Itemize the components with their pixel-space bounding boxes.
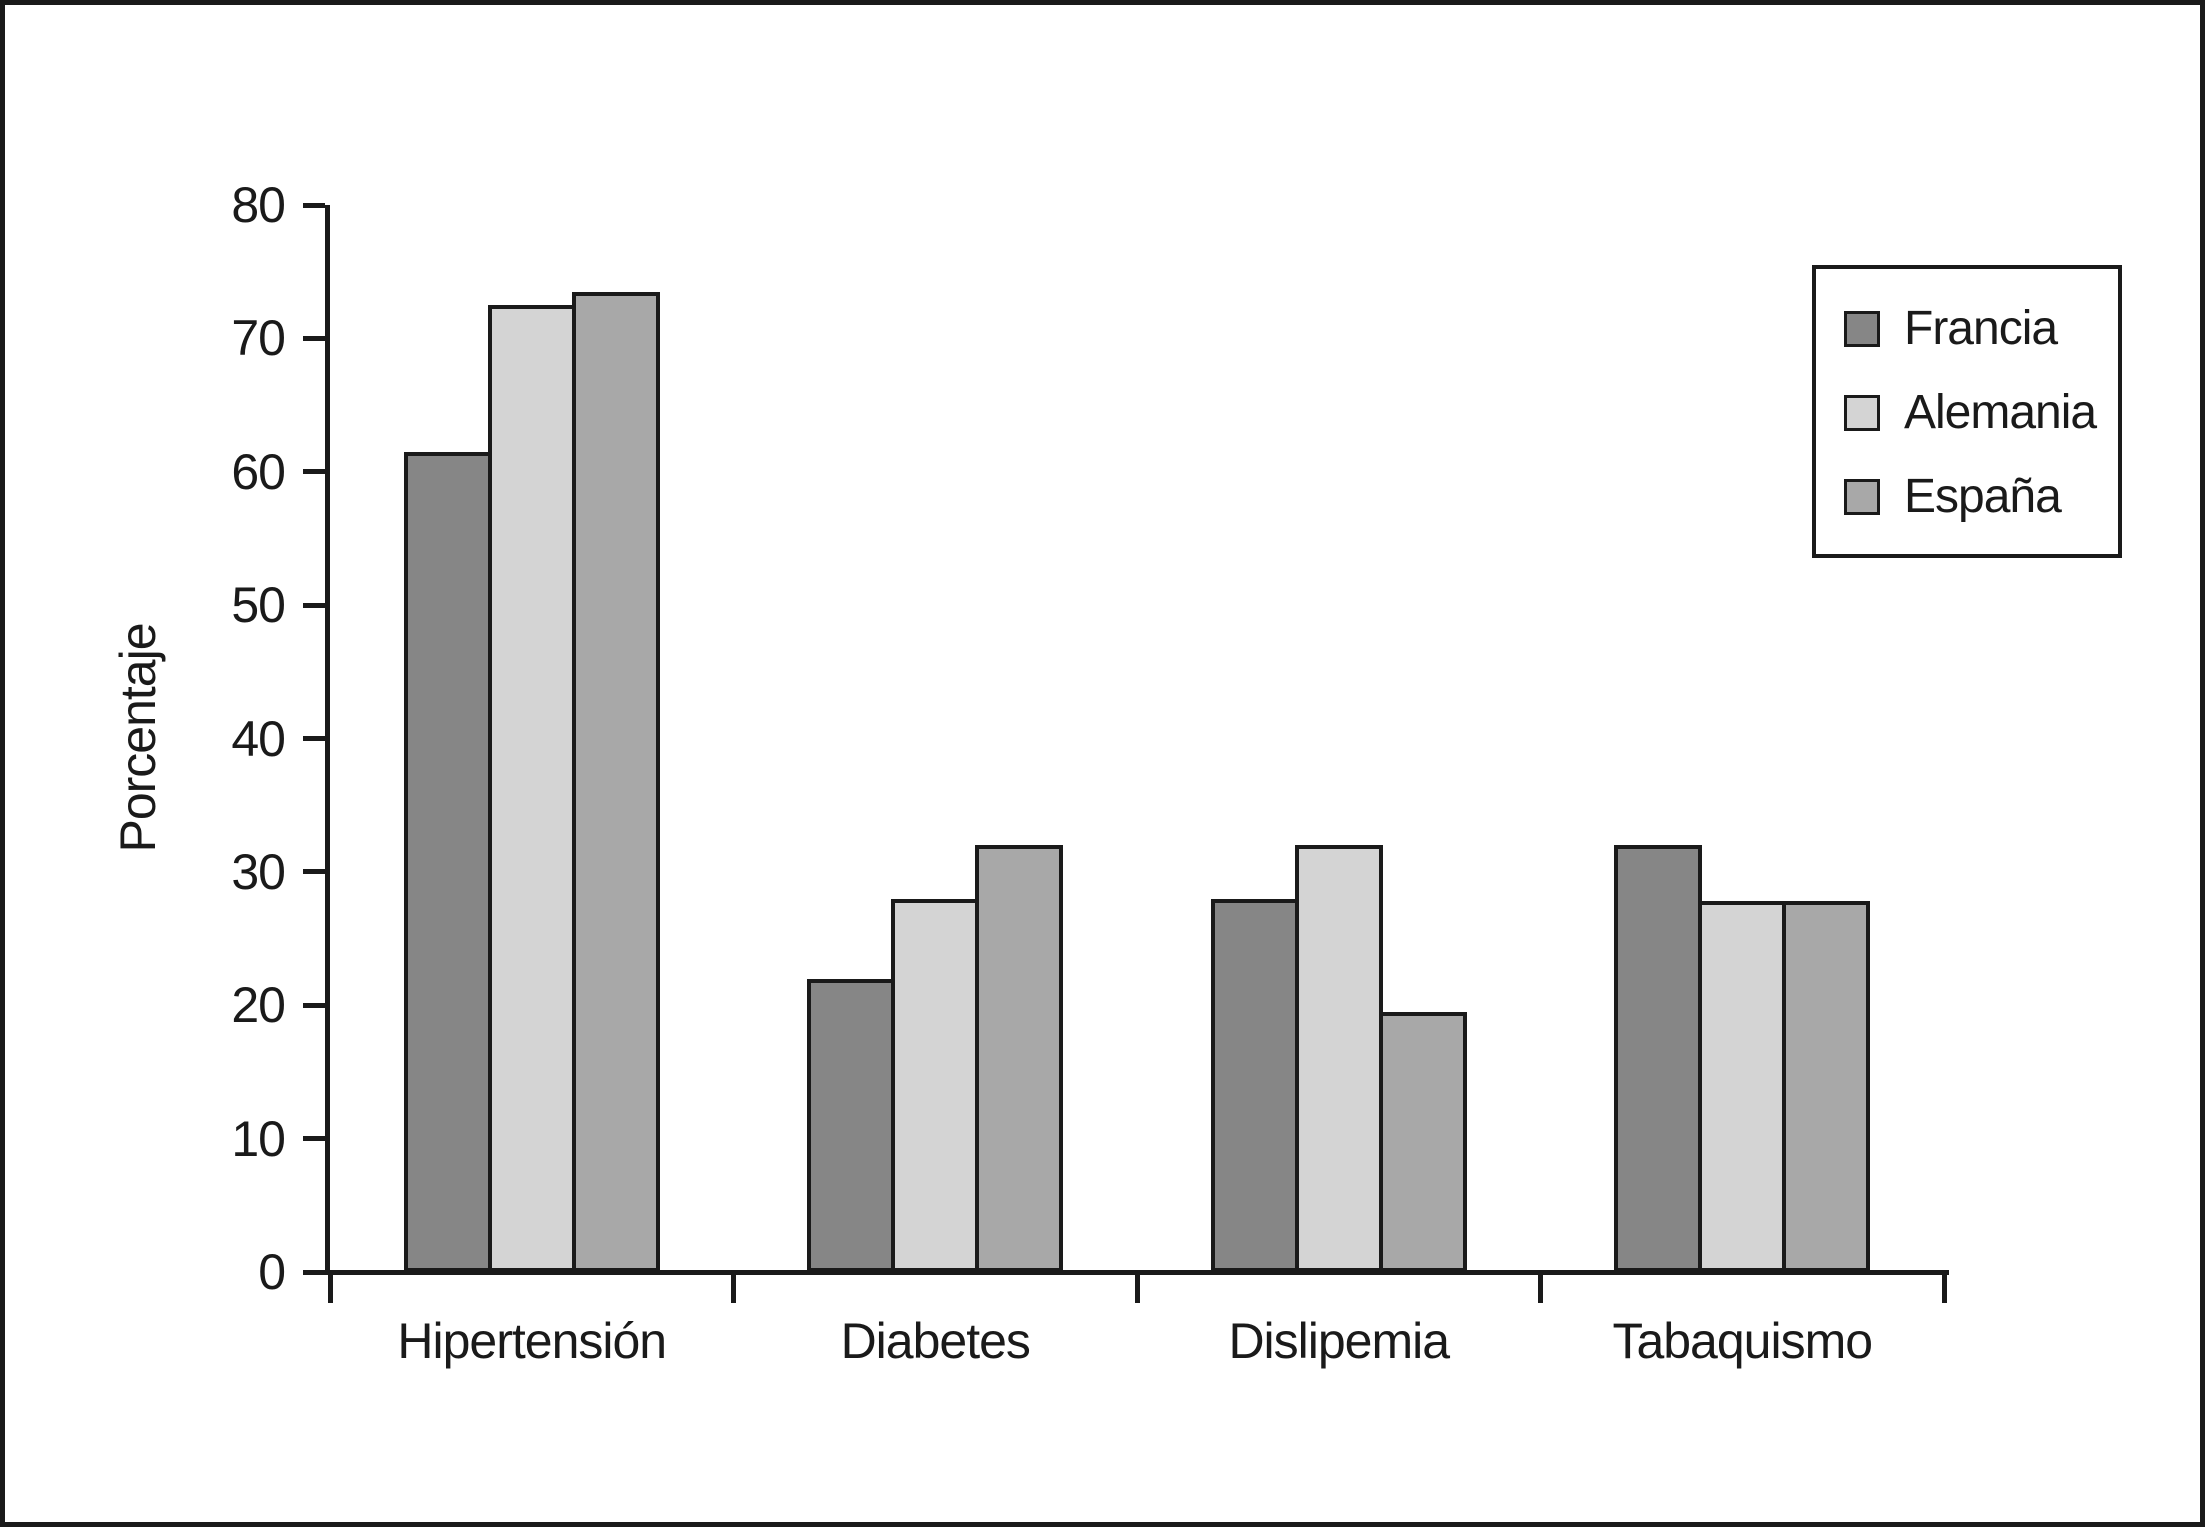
bar-españa-hipertensión xyxy=(571,292,660,1272)
y-tick-80 xyxy=(303,202,325,208)
bar-francia-diabetes xyxy=(807,979,896,1272)
bar-francia-dislipemia xyxy=(1210,899,1299,1272)
bar-alemania-dislipemia xyxy=(1294,845,1383,1272)
legend-item-francia: Francia xyxy=(1844,287,2118,371)
bar-españa-tabaquismo xyxy=(1782,901,1871,1272)
bar-alemania-diabetes xyxy=(891,899,980,1272)
legend-swatch-francia xyxy=(1844,311,1880,347)
bar-alemania-tabaquismo xyxy=(1698,901,1787,1272)
bar-españa-diabetes xyxy=(975,845,1064,1272)
x-tick-3 xyxy=(1538,1270,1543,1303)
y-tick-label-0: 0 xyxy=(258,1244,286,1300)
y-tick-label-30: 30 xyxy=(231,843,286,900)
y-tick-label-20: 20 xyxy=(231,977,286,1034)
bar-españa-dislipemia xyxy=(1378,1012,1467,1272)
y-tick-60 xyxy=(303,469,325,475)
y-tick-label-40: 40 xyxy=(231,710,286,767)
y-tick-70 xyxy=(303,335,325,341)
y-axis-line xyxy=(325,205,330,1272)
category-label-diabetes: Diabetes xyxy=(840,1313,1031,1369)
y-tick-10 xyxy=(303,1136,325,1142)
legend: Francia Alemania España xyxy=(1812,265,2122,558)
y-tick-label-70: 70 xyxy=(231,310,286,367)
x-tick-2 xyxy=(1134,1270,1140,1303)
bar-francia-hipertensión xyxy=(403,452,492,1272)
y-tick-label-80: 80 xyxy=(231,177,286,233)
category-label-dislipemia: Dislipemia xyxy=(1228,1313,1450,1369)
y-tick-30 xyxy=(303,869,325,875)
bar-alemania-hipertensión xyxy=(487,305,576,1272)
legend-label-españa: España xyxy=(1904,470,2062,523)
legend-item-alemania: Alemania xyxy=(1844,371,2118,455)
y-tick-20 xyxy=(303,1002,325,1008)
y-tick-label-50: 50 xyxy=(231,577,286,634)
x-tick-0 xyxy=(327,1270,333,1303)
legend-label-francia: Francia xyxy=(1904,302,2058,355)
legend-swatch-alemania xyxy=(1844,395,1880,431)
bar-francia-tabaquismo xyxy=(1614,845,1703,1272)
legend-swatch-españa xyxy=(1844,479,1880,515)
category-label-hipertensión: Hipertensión xyxy=(397,1313,667,1369)
y-tick-0 xyxy=(303,1269,325,1275)
plot-area: 0 10 20 30 40 50 60 70 80 Hipertensión Diabetes Di… xyxy=(231,177,1949,1369)
category-label-tabaquismo: Tabaquismo xyxy=(1612,1313,1873,1369)
y-tick-40 xyxy=(303,736,325,741)
x-tick-4 xyxy=(1941,1270,1947,1303)
y-tick-label-10: 10 xyxy=(231,1110,286,1167)
legend-item-españa: España xyxy=(1844,455,2118,539)
legend-label-alemania: Alemania xyxy=(1904,386,2097,439)
x-tick-1 xyxy=(731,1270,736,1303)
y-tick-50 xyxy=(303,602,325,608)
y-tick-label-60: 60 xyxy=(231,443,286,500)
